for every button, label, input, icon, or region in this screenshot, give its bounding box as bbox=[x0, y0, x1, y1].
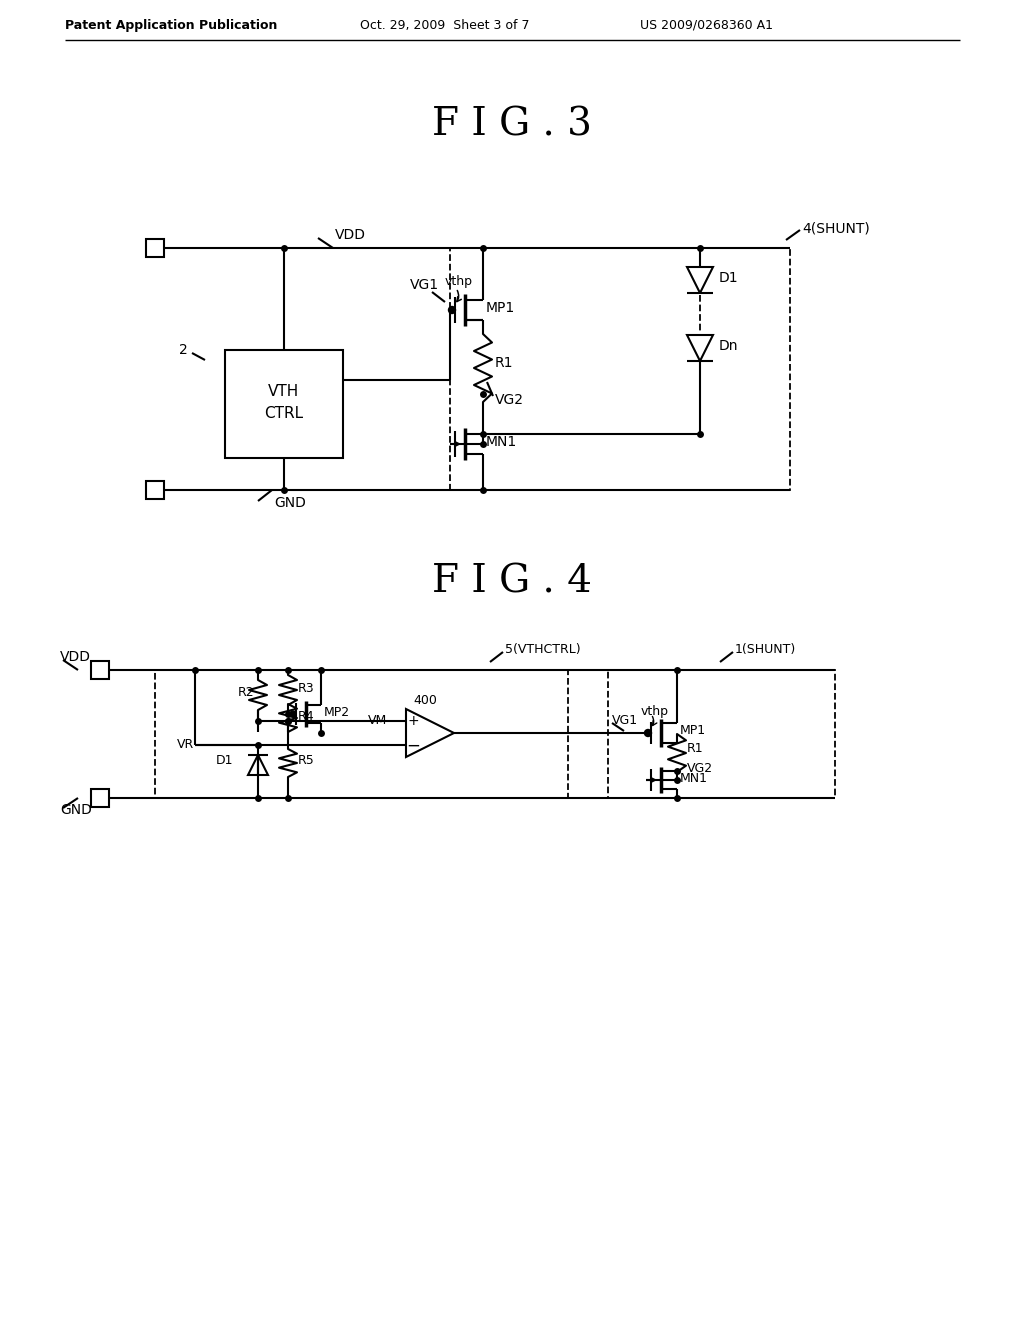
Text: −: − bbox=[407, 737, 420, 755]
Text: VR: VR bbox=[177, 738, 195, 751]
Text: D1: D1 bbox=[719, 271, 738, 285]
Circle shape bbox=[644, 730, 651, 737]
Text: Dn: Dn bbox=[719, 339, 738, 352]
Text: 4(SHUNT): 4(SHUNT) bbox=[802, 220, 869, 235]
Text: 2: 2 bbox=[179, 343, 188, 356]
Text: +: + bbox=[408, 714, 419, 729]
Text: VM: VM bbox=[368, 714, 387, 727]
Text: US 2009/0268360 A1: US 2009/0268360 A1 bbox=[640, 18, 773, 32]
Text: Oct. 29, 2009  Sheet 3 of 7: Oct. 29, 2009 Sheet 3 of 7 bbox=[360, 18, 529, 32]
Text: GND: GND bbox=[274, 496, 306, 510]
Text: MN1: MN1 bbox=[486, 436, 517, 449]
Text: VG1: VG1 bbox=[410, 279, 439, 292]
Text: F I G . 4: F I G . 4 bbox=[432, 564, 592, 601]
Text: R1: R1 bbox=[495, 356, 513, 370]
Bar bbox=[91, 661, 109, 678]
Text: MP2: MP2 bbox=[324, 705, 350, 718]
Bar bbox=[91, 789, 109, 807]
Text: CTRL: CTRL bbox=[264, 407, 303, 421]
Text: Patent Application Publication: Patent Application Publication bbox=[65, 18, 278, 32]
Text: VTH: VTH bbox=[268, 384, 300, 400]
Text: vthp: vthp bbox=[641, 705, 669, 718]
Text: MP1: MP1 bbox=[486, 301, 515, 315]
Circle shape bbox=[449, 306, 456, 314]
Text: R2: R2 bbox=[238, 686, 255, 700]
Text: F I G . 3: F I G . 3 bbox=[432, 107, 592, 144]
Text: 1(SHUNT): 1(SHUNT) bbox=[735, 644, 797, 656]
Text: GND: GND bbox=[60, 803, 92, 817]
Bar bbox=[608, 671, 835, 799]
Text: VDD: VDD bbox=[60, 649, 91, 664]
Text: VG1: VG1 bbox=[612, 714, 638, 727]
Text: VDD: VDD bbox=[335, 228, 366, 242]
Text: MP1: MP1 bbox=[680, 725, 707, 738]
Text: R4: R4 bbox=[298, 710, 314, 722]
Text: vthp: vthp bbox=[445, 276, 473, 289]
Bar bbox=[450, 248, 790, 490]
Bar bbox=[155, 671, 568, 799]
Bar bbox=[146, 480, 164, 499]
Text: R3: R3 bbox=[298, 681, 314, 694]
Text: R5: R5 bbox=[298, 755, 314, 767]
Text: VG2: VG2 bbox=[495, 393, 524, 407]
Bar bbox=[225, 350, 343, 458]
Text: 400: 400 bbox=[413, 694, 437, 708]
Text: R1: R1 bbox=[687, 742, 703, 755]
Bar bbox=[146, 239, 164, 257]
Text: VG2: VG2 bbox=[687, 762, 713, 775]
Text: D1: D1 bbox=[215, 754, 233, 767]
Text: MN1: MN1 bbox=[680, 771, 708, 784]
Text: 5(VTHCTRL): 5(VTHCTRL) bbox=[505, 644, 581, 656]
Circle shape bbox=[290, 711, 296, 717]
